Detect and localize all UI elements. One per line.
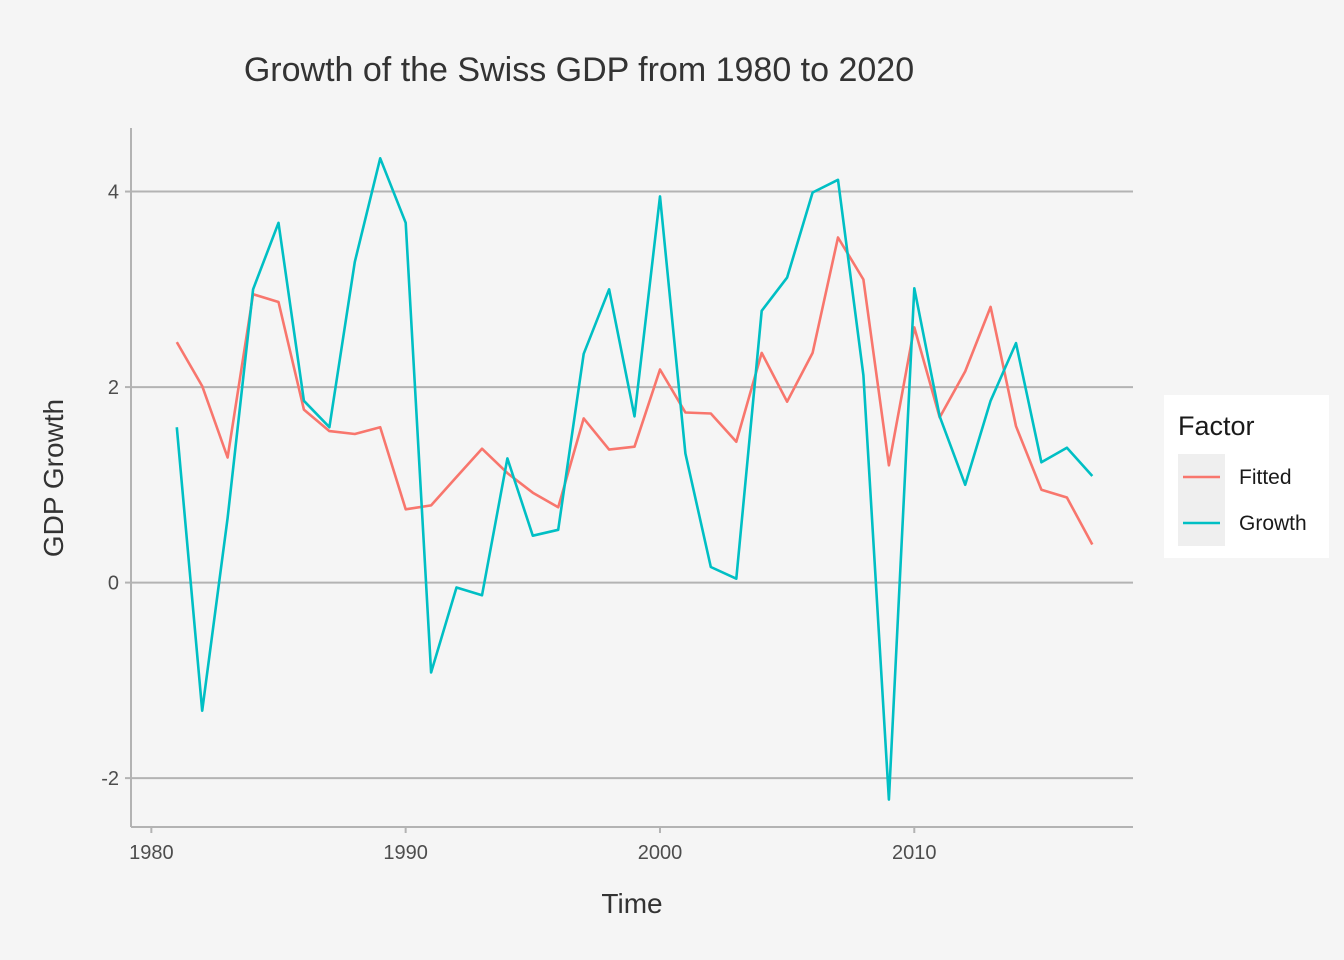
x-tick-label-1: 1990: [383, 842, 428, 864]
y-axis-title: GDP Growth: [38, 399, 69, 557]
axes: -2 0 2 4 1980 1990 2000 2010: [101, 128, 1133, 864]
legend-label-fitted: Fitted: [1239, 466, 1292, 489]
y-tick-label-3: 4: [108, 182, 119, 204]
legend: Factor Fitted Growth: [1164, 395, 1329, 558]
y-tick-label-0: -2: [101, 768, 119, 790]
x-tick-label-2: 2000: [638, 842, 683, 864]
series-lines: [175, 157, 1094, 801]
x-tick-label-0: 1980: [129, 842, 174, 864]
legend-title: Factor: [1178, 411, 1255, 441]
y-tick-label-1: 0: [108, 573, 119, 595]
chart-title: Growth of the Swiss GDP from 1980 to 202…: [244, 51, 914, 89]
x-tick-label-3: 2010: [892, 842, 937, 864]
x-axis-title: Time: [601, 888, 662, 919]
legend-label-growth: Growth: [1239, 512, 1307, 535]
series-line-growth: [175, 157, 1094, 801]
y-tick-label-2: 2: [108, 377, 119, 399]
